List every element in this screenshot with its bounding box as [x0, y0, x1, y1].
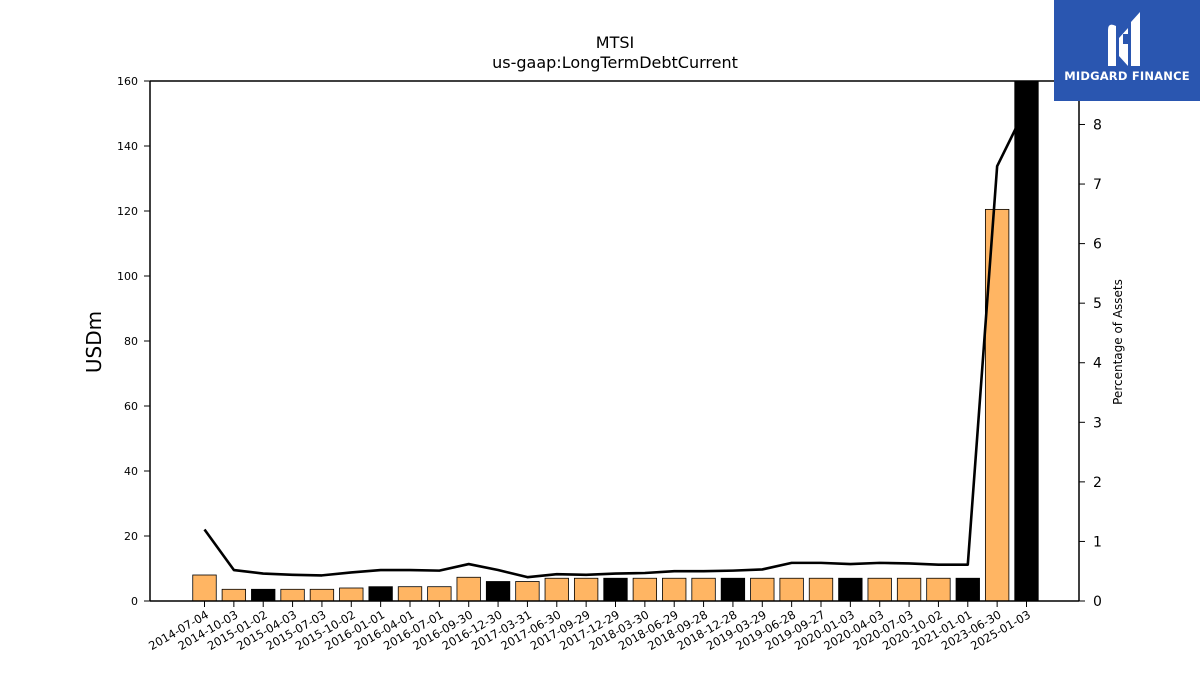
- y-tick-label: 60: [124, 400, 138, 413]
- y-tick-label: 140: [117, 140, 138, 153]
- bar: [603, 577, 628, 602]
- y-axis-label: USDm: [82, 311, 106, 373]
- bar: [192, 574, 217, 602]
- chart-title: MTSI: [596, 33, 634, 52]
- plot-area: 0204060801001201401600123456782014-07-04…: [117, 75, 1102, 653]
- bar: [221, 588, 247, 602]
- y2-tick-label: 1: [1093, 534, 1102, 550]
- bar: [691, 577, 716, 602]
- logo-text: MIDGARD FINANCE: [1064, 69, 1190, 83]
- bar: [867, 577, 892, 602]
- brand-logo: MIDGARD FINANCE: [1054, 0, 1200, 101]
- y2-tick-label: 2: [1093, 475, 1102, 491]
- bar: [662, 577, 687, 602]
- bar: [926, 577, 951, 602]
- y2-tick-label: 3: [1093, 415, 1102, 431]
- bar: [397, 586, 423, 602]
- y-tick-label: 0: [131, 595, 138, 608]
- y2-tick-label: 7: [1093, 177, 1102, 193]
- bar: [1014, 80, 1039, 602]
- series-line: [203, 106, 1028, 579]
- bar: [515, 581, 540, 602]
- y-tick-label: 20: [124, 530, 138, 543]
- bar: [720, 577, 746, 602]
- bar: [750, 577, 775, 602]
- y2-axis-label: Percentage of Assets: [1111, 279, 1125, 405]
- y2-tick-label: 5: [1093, 296, 1102, 312]
- bar: [573, 577, 599, 602]
- bar: [544, 577, 569, 602]
- bar: [456, 576, 481, 602]
- bar: [808, 577, 834, 602]
- y-tick-label: 100: [117, 270, 138, 283]
- bar: [368, 586, 393, 602]
- bar: [280, 588, 305, 602]
- y2-tick-label: 4: [1093, 356, 1102, 372]
- y-tick-label: 40: [124, 465, 138, 478]
- y-tick-label: 120: [117, 205, 138, 218]
- bar: [485, 581, 511, 602]
- bar: [779, 577, 804, 602]
- bar: [838, 577, 863, 602]
- bar: [427, 586, 452, 602]
- bar: [896, 577, 922, 602]
- bar: [632, 577, 658, 602]
- bar: [339, 587, 364, 602]
- bar: [251, 588, 276, 602]
- bar: [309, 588, 335, 602]
- y2-tick-label: 6: [1093, 237, 1102, 253]
- y2-tick-label: 0: [1093, 594, 1102, 610]
- bar: [955, 577, 980, 602]
- y-tick-label: 160: [117, 75, 138, 88]
- chart-subtitle: us-gaap:LongTermDebtCurrent: [492, 53, 738, 72]
- midgard-logo-icon: [1108, 12, 1140, 67]
- y-tick-label: 80: [124, 335, 138, 348]
- y2-tick-label: 8: [1093, 117, 1102, 133]
